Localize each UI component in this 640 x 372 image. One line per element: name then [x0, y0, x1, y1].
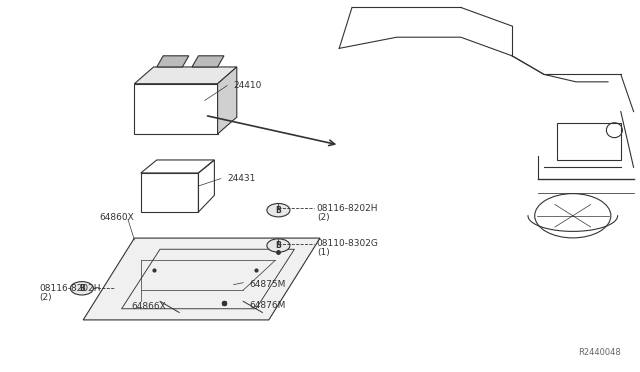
- Polygon shape: [192, 56, 224, 67]
- Circle shape: [70, 282, 93, 295]
- Text: B: B: [276, 206, 281, 215]
- Text: (2): (2): [317, 213, 330, 222]
- Polygon shape: [134, 67, 237, 84]
- Text: R2440048: R2440048: [578, 348, 621, 357]
- Bar: [557, 123, 621, 160]
- Polygon shape: [218, 67, 237, 134]
- Polygon shape: [157, 56, 189, 67]
- Circle shape: [267, 239, 290, 252]
- Text: 64876M: 64876M: [250, 301, 286, 310]
- Text: 64860X: 64860X: [99, 213, 134, 222]
- Text: 24431: 24431: [227, 174, 255, 183]
- Text: 64875M: 64875M: [250, 280, 286, 289]
- Text: 08116-8202H: 08116-8202H: [317, 204, 378, 213]
- Text: (1): (1): [317, 248, 330, 257]
- Text: 08116-8202H: 08116-8202H: [40, 284, 101, 293]
- Text: (2): (2): [40, 293, 52, 302]
- Text: 64866X: 64866X: [131, 302, 166, 311]
- Circle shape: [267, 203, 290, 217]
- Text: B: B: [79, 284, 84, 293]
- Text: B: B: [276, 241, 281, 250]
- Text: 08110-8302G: 08110-8302G: [317, 239, 379, 248]
- Text: 24410: 24410: [234, 81, 262, 90]
- Polygon shape: [83, 238, 320, 320]
